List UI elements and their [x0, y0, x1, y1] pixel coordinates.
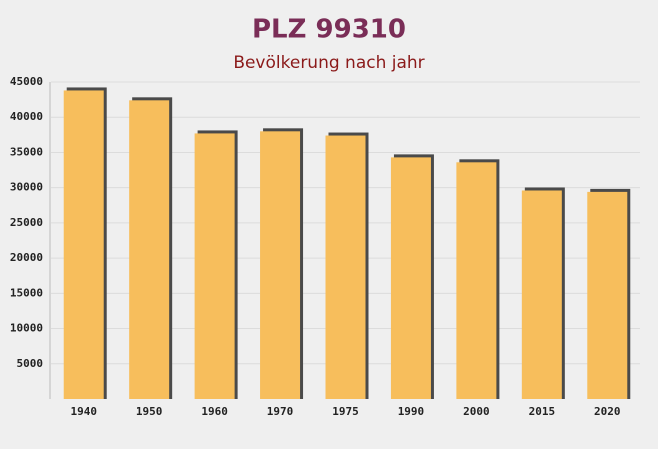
bar [63, 90, 104, 399]
bar [456, 162, 497, 399]
x-tick-label: 2000 [463, 405, 490, 418]
bar [129, 100, 170, 399]
y-tick-label: 35000 [10, 145, 43, 158]
y-tick-label: 10000 [10, 322, 43, 335]
x-tick-label: 1950 [136, 405, 163, 418]
bar [587, 191, 628, 399]
chart-title: PLZ 99310 [252, 15, 406, 45]
y-tick-label: 5000 [17, 357, 44, 370]
x-tick-label: 1975 [332, 405, 359, 418]
x-tick-label: 1940 [70, 405, 97, 418]
bar [194, 133, 235, 399]
bar [521, 190, 562, 399]
chart-subtitle: Bevölkerung nach jahr [233, 53, 424, 73]
bar [325, 135, 366, 399]
y-tick-label: 15000 [10, 286, 43, 299]
x-tick-label: 2015 [529, 405, 556, 418]
y-tick-label: 40000 [10, 110, 43, 123]
y-tick-label: 30000 [10, 181, 43, 194]
x-tick-label: 1970 [267, 405, 294, 418]
x-tick-label: 1960 [201, 405, 228, 418]
bar [260, 131, 301, 400]
y-tick-label: 25000 [10, 216, 43, 229]
bar [390, 157, 431, 399]
y-tick-label: 45000 [10, 75, 43, 88]
x-tick-label: 1990 [398, 405, 425, 418]
x-tick-label: 2020 [594, 405, 621, 418]
y-tick-label: 20000 [10, 251, 43, 264]
